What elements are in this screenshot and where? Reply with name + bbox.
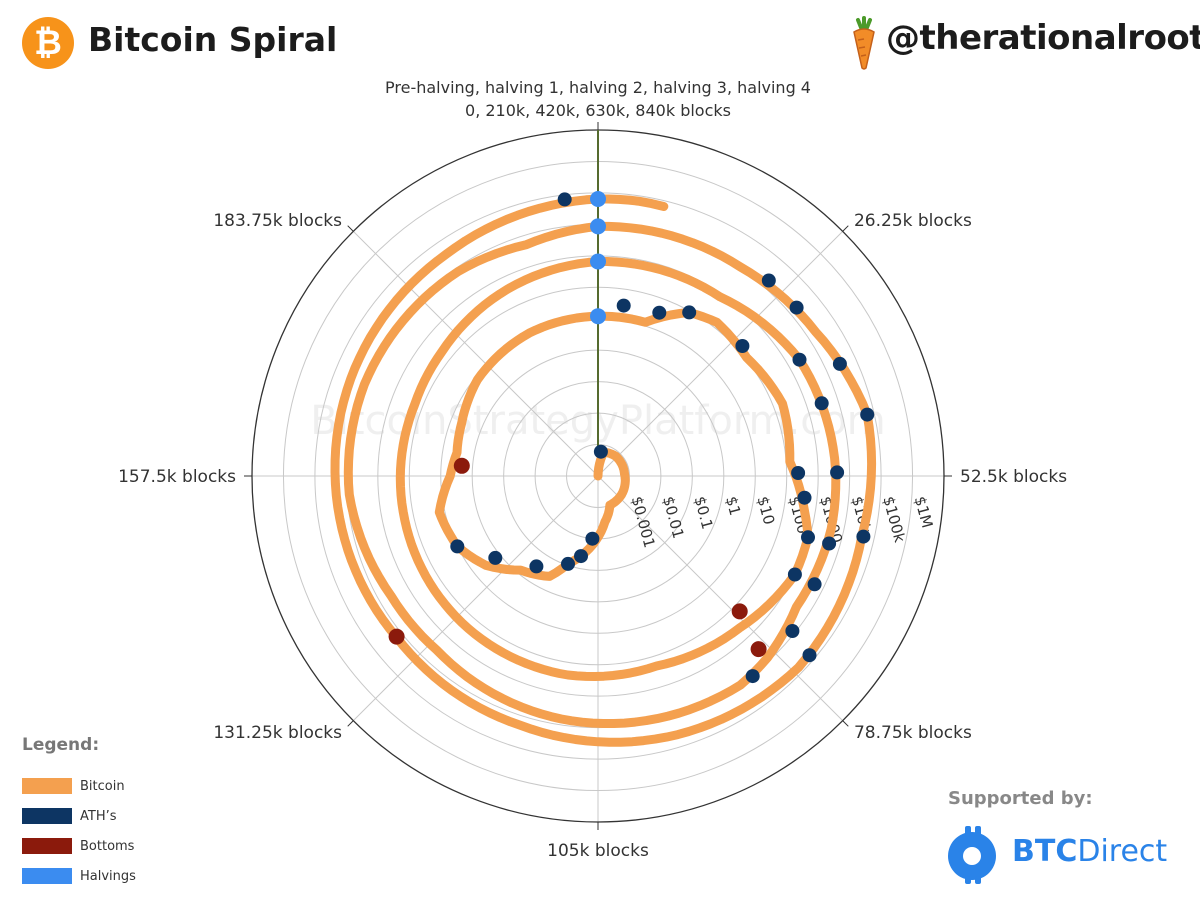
angular-tick — [842, 720, 849, 727]
chart-title-line-1: Pre-halving, halving 1, halving 2, halvi… — [385, 78, 811, 97]
ath-marker — [593, 444, 608, 459]
ath-marker — [574, 549, 588, 564]
angular-tick — [347, 225, 354, 232]
angular-tick-label: 78.75k blocks — [854, 723, 972, 743]
ath-marker — [792, 352, 807, 367]
chart-title-line-2: 0, 210k, 420k, 630k, 840k blocks — [465, 101, 731, 120]
radial-tick-label: $0.01 — [659, 494, 688, 540]
radial-tick-label: $10 — [753, 494, 778, 526]
angular-tick-label: 105k blocks — [547, 841, 649, 861]
angular-tick — [347, 720, 354, 727]
ath-marker — [585, 531, 600, 546]
ath-marker — [856, 529, 871, 544]
ath-marker — [832, 356, 847, 371]
page-title: Bitcoin Spiral — [88, 20, 338, 59]
legend-label: Bottoms — [80, 838, 135, 854]
ath-marker — [830, 465, 845, 480]
ath-marker — [801, 530, 815, 545]
bottom-marker — [453, 457, 470, 474]
ath-marker — [860, 407, 875, 422]
ath-marker — [802, 648, 817, 663]
ath-marker — [561, 556, 575, 571]
bottom-marker — [731, 603, 748, 620]
ath-marker — [450, 539, 465, 554]
author-handle: @therationalroot — [886, 18, 1200, 58]
radial-tick-label: $0.1 — [690, 494, 716, 531]
radial-tick-label: $0.001 — [628, 494, 659, 549]
radial-tick-label: $1M — [911, 494, 937, 530]
angular-tick-label: 131.25k blocks — [213, 723, 342, 743]
ath-marker — [814, 396, 829, 411]
ath-marker — [807, 577, 822, 592]
angular-gridline — [597, 230, 844, 477]
angular-tick-label: 26.25k blocks — [854, 211, 972, 231]
legend-item: ATH’s — [22, 801, 222, 831]
header: ₿ Bitcoin Spiral @therationalroot — [0, 0, 1200, 85]
ath-marker — [529, 559, 544, 574]
ath-marker — [822, 536, 837, 551]
supported-by-label: Supported by: — [948, 788, 1093, 809]
angular-tick-label: 52.5k blocks — [960, 467, 1067, 487]
ath-marker — [735, 339, 750, 353]
sponsor-logo[interactable]: BTCDirect — [946, 822, 1186, 884]
radial-tick-label: $1 — [722, 494, 744, 517]
ath-marker — [761, 273, 776, 288]
angular-tick-label: 183.75k blocks — [213, 211, 342, 231]
legend-label: ATH’s — [80, 808, 117, 824]
legend-swatch — [22, 808, 72, 824]
ath-marker — [745, 669, 760, 684]
sponsor-name: BTCDirect — [1012, 834, 1167, 869]
ath-marker — [789, 300, 804, 315]
carrot-icon — [853, 16, 875, 70]
angular-tick — [842, 225, 849, 232]
legend-item: Halvings — [22, 861, 222, 891]
ath-marker — [616, 298, 631, 313]
legend-item: Bottoms — [22, 831, 222, 861]
sponsor-name-rest: Direct — [1077, 834, 1168, 869]
legend-label: Bitcoin — [80, 778, 125, 794]
legend-swatch — [22, 868, 72, 884]
ath-marker — [797, 490, 812, 505]
legend-swatch — [22, 778, 72, 794]
btcdirect-logo-icon — [948, 826, 996, 884]
sponsor-name-bold: BTC — [1012, 834, 1078, 869]
angular-gridline — [352, 230, 599, 477]
legend: Legend: Bitcoin ATH’s Bottoms Halvings — [22, 735, 222, 891]
ath-marker — [488, 550, 503, 565]
bitcoin-logo-icon: ₿ — [22, 17, 74, 69]
bottom-marker — [750, 641, 767, 658]
halving-marker — [590, 191, 606, 207]
ath-marker — [791, 466, 806, 480]
angular-gridline — [352, 475, 599, 722]
halving-marker — [590, 253, 606, 270]
ath-marker — [787, 567, 802, 582]
legend-item: Bitcoin — [22, 771, 222, 801]
ath-marker — [652, 305, 667, 320]
radial-tick-label: $100k — [879, 494, 909, 544]
angular-tick-label: 157.5k blocks — [118, 467, 236, 487]
bottom-marker — [388, 628, 405, 645]
legend-swatch — [22, 838, 72, 854]
halving-marker — [590, 218, 606, 235]
legend-label: Halvings — [80, 868, 136, 884]
ath-marker — [785, 624, 800, 638]
legend-title: Legend: — [22, 735, 100, 755]
ath-marker — [682, 305, 697, 320]
series-bitcoin-line — [330, 194, 877, 747]
halving-marker — [590, 308, 606, 325]
ath-marker — [557, 192, 572, 207]
angular-gridline — [597, 475, 844, 722]
